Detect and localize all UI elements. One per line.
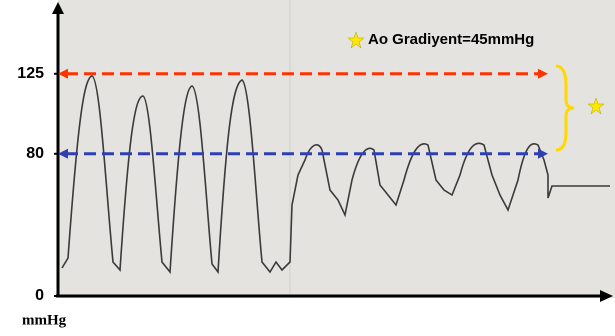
y-tick-label: 0 [35, 287, 44, 304]
annotation: Ao Gradiyent=45mmHg [368, 31, 534, 48]
y-tick-label: 80 [26, 145, 44, 162]
y-tick-label: 125 [17, 65, 44, 82]
page: Ao Gradiyent=45mmHg mmHg 080125 (() => {… [0, 0, 615, 336]
chart: Ao Gradiyent=45mmHg mmHg 0 80 125 [0, 0, 615, 336]
y-axis-label: mmHg [22, 312, 67, 328]
